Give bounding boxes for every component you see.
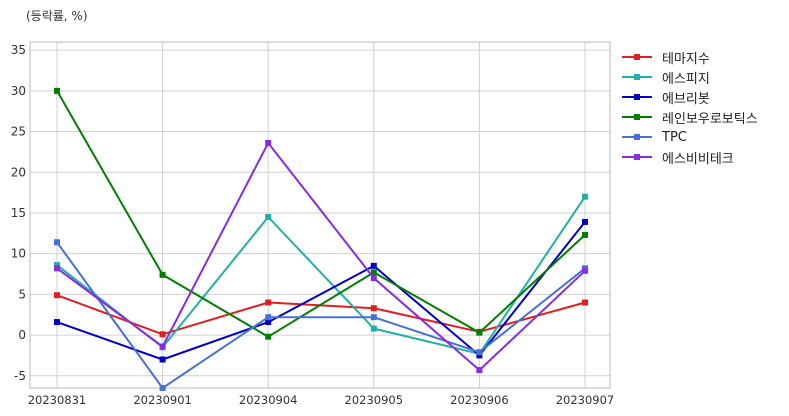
- x-tick-label: 20230905: [345, 393, 404, 407]
- legend-label: 에스피지: [662, 71, 710, 87]
- legend-label: 레인보우로보틱스: [662, 111, 758, 127]
- data-point: [370, 262, 377, 269]
- legend-label: TPC: [662, 129, 687, 145]
- legend-swatch: [622, 111, 652, 123]
- data-point: [370, 325, 377, 332]
- data-point: [476, 349, 483, 356]
- data-point: [54, 87, 60, 94]
- legend-item: 에스피지: [622, 67, 758, 87]
- data-point: [159, 343, 166, 350]
- data-point: [265, 319, 272, 326]
- data-point: [265, 214, 272, 221]
- data-point: [265, 333, 272, 340]
- series-line: [56, 241, 586, 389]
- series-line: [56, 142, 586, 372]
- legend-swatch: [622, 51, 652, 63]
- legend-label: 테마지수: [662, 51, 710, 67]
- data-point: [54, 239, 60, 246]
- series-line: [56, 90, 586, 338]
- x-tick-label: 20230904: [239, 393, 298, 407]
- legend-item: 테마지수: [622, 47, 758, 67]
- data-point: [370, 314, 377, 321]
- y-tick-label: 20: [11, 165, 26, 179]
- y-tick-label: 0: [18, 328, 26, 342]
- data-point: [159, 385, 166, 391]
- data-point: [582, 218, 588, 225]
- data-point: [159, 271, 166, 278]
- legend-swatch: [622, 151, 652, 163]
- plot-area: [30, 42, 610, 388]
- data-point: [54, 292, 60, 299]
- series-line: [56, 221, 586, 361]
- legend-swatch: [622, 71, 652, 83]
- data-point: [159, 331, 166, 338]
- x-tick-label: 20230831: [28, 393, 87, 407]
- y-tick-label: 15: [11, 206, 26, 220]
- legend-label: 에스비비테크: [662, 151, 734, 167]
- data-point: [54, 319, 60, 326]
- data-point: [582, 193, 588, 200]
- legend-item: 에스비비테크: [622, 147, 758, 167]
- data-point: [476, 329, 483, 336]
- y-axis-unit-label: (등락률, %): [26, 9, 88, 23]
- legend-item: TPC: [622, 127, 758, 147]
- data-point: [476, 352, 483, 359]
- data-point: [370, 275, 377, 282]
- data-point: [265, 314, 272, 321]
- y-tick-label: 35: [11, 43, 26, 57]
- data-point: [265, 299, 272, 306]
- data-point: [159, 356, 166, 363]
- legend-swatch: [622, 91, 652, 103]
- y-tick-label: -5: [14, 369, 26, 383]
- data-point: [54, 262, 60, 269]
- data-point: [370, 305, 377, 312]
- x-tick-label: 20230906: [450, 393, 509, 407]
- y-tick-label: 5: [18, 287, 26, 301]
- data-point: [54, 265, 60, 272]
- data-point: [476, 367, 483, 374]
- x-tick-label: 20230901: [133, 393, 192, 407]
- legend-item: 에브리봇: [622, 87, 758, 107]
- plot-frame: [29, 41, 611, 389]
- y-tick-label: 25: [11, 125, 26, 139]
- data-point: [582, 267, 588, 274]
- data-point: [582, 231, 588, 238]
- legend-label: 에브리봇: [662, 91, 710, 107]
- data-point: [370, 269, 377, 276]
- y-tick-label: 30: [11, 84, 26, 98]
- data-point: [582, 299, 588, 306]
- legend-swatch: [622, 131, 652, 143]
- data-point: [265, 139, 272, 146]
- legend-item: 레인보우로보틱스: [622, 107, 758, 127]
- x-tick-label: 20230907: [556, 393, 615, 407]
- y-tick-label: 10: [11, 247, 26, 261]
